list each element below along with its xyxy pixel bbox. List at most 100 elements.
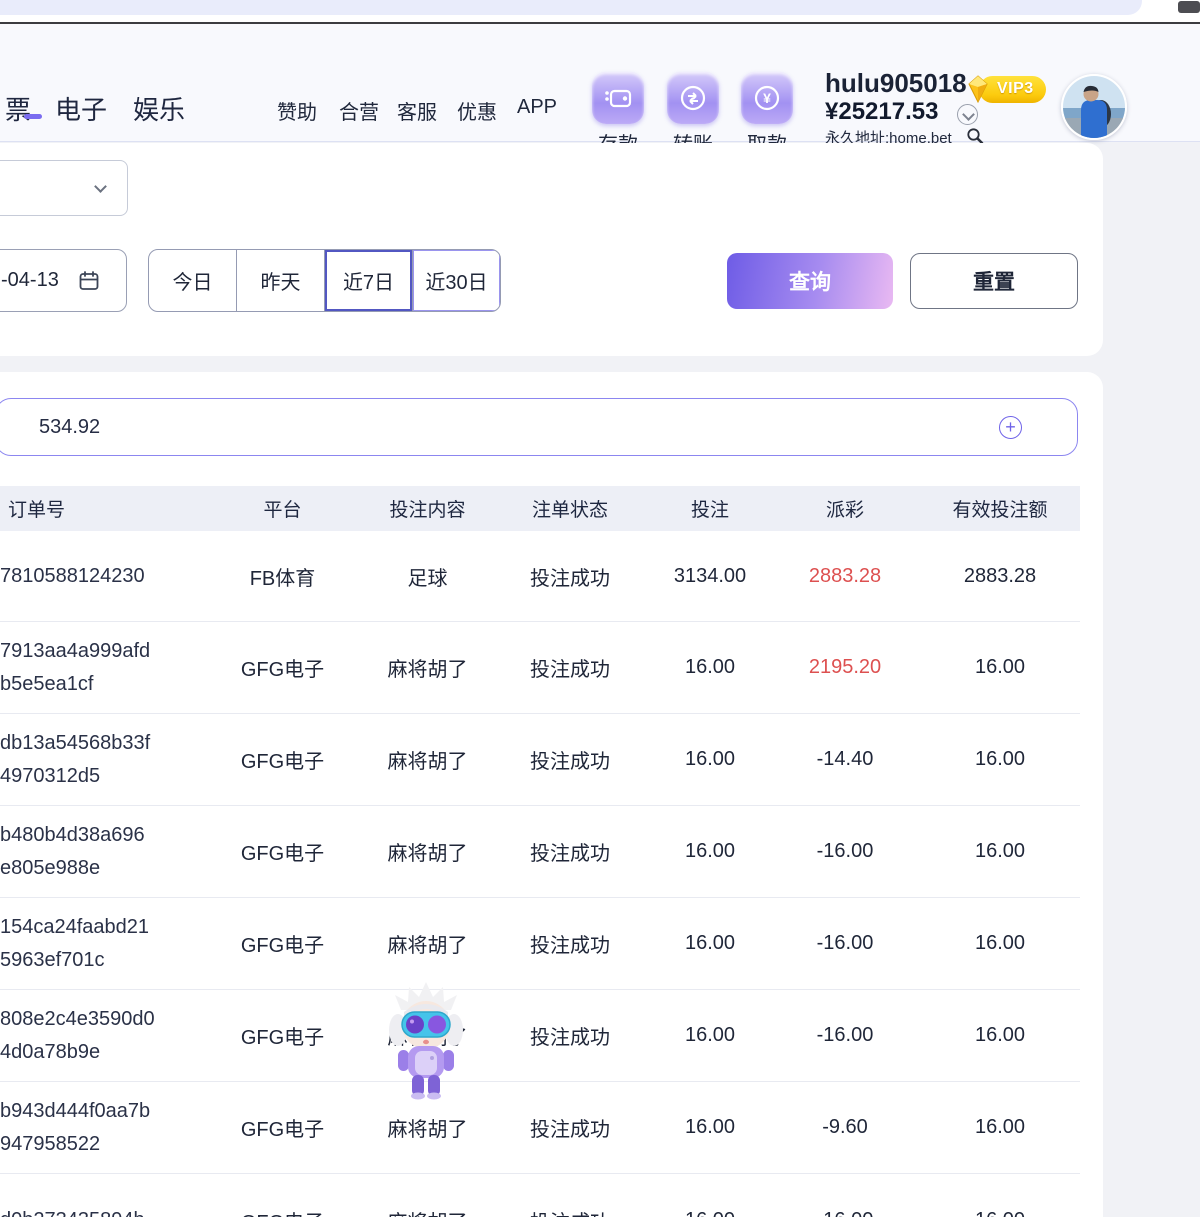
- navbar: 票 电子 娱乐 赞助 合营 客服 优惠 APP 存款 转账: [0, 24, 1200, 156]
- order-id: db13a54568b33f 4970312d5: [0, 731, 151, 787]
- magnifier-icon[interactable]: [966, 127, 984, 150]
- table-row: 154ca24faabd21 5963ef701c GFG电子 麻将胡了 投注成功…: [0, 898, 1080, 990]
- bet-content-cell: 麻将胡了: [365, 1206, 490, 1217]
- window-control-icon[interactable]: [1178, 1, 1200, 13]
- valid-bet-cell: 16.00: [974, 932, 1026, 954]
- range-yesterday[interactable]: 昨天: [237, 250, 325, 311]
- table-row: b480b4d38a696 e805e988e GFG电子 麻将胡了 投注成功 1…: [0, 806, 1080, 898]
- summary-bar: 534.92 +: [0, 398, 1078, 456]
- bet-amount-cell: 16.00: [684, 1116, 736, 1138]
- nav-item-slots[interactable]: 电子: [55, 95, 108, 125]
- bet-amount-cell: 16.00: [650, 1209, 770, 1217]
- nav-item-app[interactable]: APP: [517, 96, 558, 118]
- valid-bet-cell: 16.00: [974, 748, 1026, 770]
- nav-item-promo[interactable]: 优惠: [457, 102, 497, 124]
- payout-cell: -16.00: [816, 1024, 874, 1046]
- platform-cell: GFG电子: [240, 1027, 325, 1049]
- order-id: d0b273435894b: [0, 1204, 200, 1217]
- table-body: 7810588124230 FB体育 足球 投注成功 3134.00 2883.…: [0, 531, 1080, 1217]
- platform-cell: GFG电子: [200, 1206, 365, 1217]
- vip-badge[interactable]: VIP3: [963, 74, 1046, 104]
- nav-item-affiliate[interactable]: 合营: [339, 102, 379, 124]
- gem-icon: [968, 75, 988, 104]
- nav-item-sponsor[interactable]: 赞助: [277, 102, 317, 124]
- bet-amount-cell: 16.00: [684, 656, 736, 678]
- bet-content-cell: 麻将胡了: [387, 935, 468, 957]
- status-cell: 投注成功: [490, 1206, 650, 1217]
- filter-card: -04-13 今日 昨天 近7日 近30日 查询 重置: [0, 143, 1103, 356]
- order-id: b943d444f0aa7b 947958522: [0, 1099, 151, 1155]
- col-bet: 投注: [690, 500, 729, 521]
- order-id: 808e2c4e3590d0 4d0a78b9e: [0, 1007, 155, 1063]
- col-status: 注单状态: [531, 500, 608, 521]
- range-30days[interactable]: 近30日: [413, 250, 500, 311]
- svg-text:¥: ¥: [763, 90, 771, 106]
- bet-content-cell: 足球: [407, 567, 448, 590]
- status-cell: 投注成功: [530, 659, 610, 681]
- chevron-down-icon: [94, 180, 107, 193]
- withdraw-icon: ¥: [741, 72, 793, 124]
- valid-bet-cell: 16.00: [974, 1024, 1026, 1046]
- table-header: 订单号 平台 投注内容 注单状态 投注 派彩 有效投注额: [0, 486, 1080, 531]
- nav-item-lottery[interactable]: 票: [5, 95, 32, 125]
- payout-cell: -9.60: [822, 1116, 868, 1138]
- bet-amount-cell: 16.00: [684, 932, 736, 954]
- status-cell: 投注成功: [530, 751, 610, 773]
- col-platform: 平台: [263, 500, 302, 521]
- query-button[interactable]: 查询: [727, 253, 893, 309]
- order-id: 154ca24faabd21 5963ef701c: [0, 915, 150, 971]
- table-row: 7810588124230 FB体育 足球 投注成功 3134.00 2883.…: [0, 531, 1080, 622]
- date-input[interactable]: -04-13: [0, 249, 127, 312]
- username[interactable]: hulu905018: [825, 68, 967, 98]
- payout-cell: -16.00: [816, 840, 874, 862]
- nav-item-support[interactable]: 客服: [397, 102, 437, 124]
- summary-amount: 534.92: [39, 415, 101, 438]
- platform-cell: GFG电子: [240, 751, 325, 773]
- col-valid: 有效投注额: [952, 500, 1048, 521]
- bet-amount-cell: 16.00: [684, 1024, 736, 1046]
- status-cell: 投注成功: [530, 1119, 610, 1141]
- status-cell: 投注成功: [530, 567, 610, 590]
- avatar[interactable]: [1061, 74, 1127, 140]
- vip-level-label: VIP3: [979, 75, 1046, 103]
- nav-item-casino[interactable]: 娱乐: [133, 95, 186, 125]
- bet-content-cell: 麻将胡了: [387, 843, 468, 865]
- bet-amount-cell: 3134.00: [673, 564, 747, 587]
- permanent-address: 永久地址:home.bet: [825, 130, 952, 147]
- payout-cell: -16.00: [770, 1209, 920, 1217]
- records-card: 534.92 + 订单号 平台 投注内容 注单状态 投注 派彩 有效投注额 78…: [0, 372, 1103, 1217]
- bet-content-cell: 麻将胡了: [387, 659, 468, 681]
- bet-content-cell: 麻将胡了: [387, 1119, 468, 1141]
- balance-chevron-icon[interactable]: [957, 104, 978, 125]
- browser-tab-strip: [0, 0, 1142, 15]
- status-cell: 投注成功: [530, 935, 610, 957]
- expand-plus-icon[interactable]: +: [999, 416, 1022, 439]
- wallet-icon: [592, 72, 644, 124]
- platform-cell: FB体育: [249, 567, 316, 590]
- table-row: 7913aa4a999afd b5e5ea1cf GFG电子 麻将胡了 投注成功 …: [0, 622, 1080, 714]
- table-row: db13a54568b33f 4970312d5 GFG电子 麻将胡了 投注成功 …: [0, 714, 1080, 806]
- valid-bet-cell: 16.00: [974, 840, 1026, 862]
- bet-amount-cell: 16.00: [684, 748, 736, 770]
- platform-cell: GFG电子: [240, 1119, 325, 1141]
- bet-content-cell: 麻将胡了: [387, 751, 468, 773]
- game-type-select[interactable]: [0, 160, 128, 216]
- col-content: 投注内容: [389, 500, 466, 521]
- order-id: 7810588124230: [0, 564, 145, 587]
- bet-content-cell: 麻将胡了: [387, 1027, 468, 1049]
- date-range-group: 今日 昨天 近7日 近30日: [148, 249, 501, 312]
- valid-bet-cell: 16.00: [974, 1116, 1026, 1138]
- browser-strip: [0, 0, 1200, 22]
- platform-cell: GFG电子: [240, 659, 325, 681]
- payout-cell: -16.00: [816, 932, 874, 954]
- valid-bet-cell: 16.00: [974, 656, 1026, 678]
- platform-cell: GFG电子: [240, 935, 325, 957]
- reset-button[interactable]: 重置: [910, 253, 1078, 309]
- payout-cell: -14.40: [816, 748, 874, 770]
- platform-cell: GFG电子: [240, 843, 325, 865]
- range-today[interactable]: 今日: [149, 250, 237, 311]
- date-value: -04-13: [1, 269, 59, 291]
- range-7days[interactable]: 近7日: [325, 250, 413, 311]
- transfer-icon: [667, 72, 719, 124]
- status-cell: 投注成功: [530, 1027, 610, 1049]
